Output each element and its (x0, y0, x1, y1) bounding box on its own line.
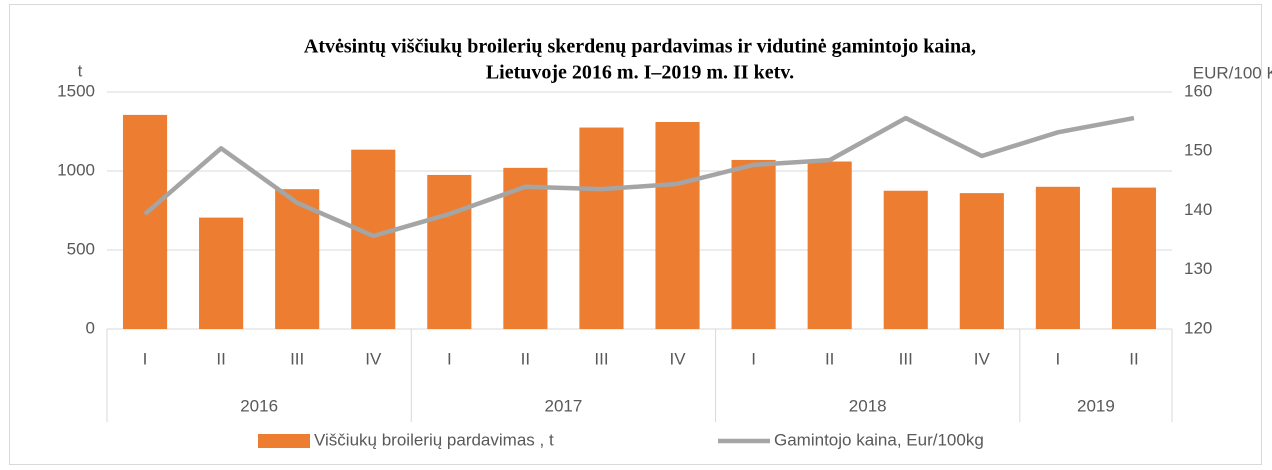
bar (807, 161, 852, 329)
x-group-label: 2018 (849, 396, 887, 415)
y2-tick-label: 120 (1184, 318, 1212, 337)
y2-axis-title: EUR/100 Kg (1193, 63, 1272, 82)
chart-title: Atvėsintų viščiukų broilerių skerdenų pa… (304, 36, 976, 58)
x-group-label: 2017 (545, 396, 583, 415)
x-tick-label: II (825, 349, 834, 368)
y-tick-label: 0 (86, 318, 95, 337)
line (143, 115, 1135, 239)
bar (1111, 187, 1157, 329)
x-tick-label: IV (365, 349, 382, 368)
x-tick-label: IV (670, 349, 687, 368)
legend-swatch (258, 434, 310, 448)
y-tick-label: 1500 (57, 81, 95, 100)
bar (199, 217, 244, 329)
bar (959, 193, 1004, 329)
bar (655, 122, 700, 330)
chart-title: Lietuvoje 2016 m. I–2019 m. II ketv. (486, 62, 794, 84)
bar (883, 190, 928, 329)
bar (351, 149, 396, 329)
x-tick-label: II (1129, 349, 1138, 368)
bar (275, 189, 320, 329)
x-tick-label: I (143, 349, 148, 368)
bar (122, 114, 168, 329)
y2-tick-label: 130 (1184, 259, 1212, 278)
x-tick-label: I (1056, 349, 1061, 368)
y2-tick-label: 140 (1184, 200, 1212, 219)
y-axis-title: t (78, 61, 83, 80)
y-tick-label: 1000 (57, 160, 95, 179)
x-tick-label: III (290, 349, 304, 368)
x-tick-label: I (447, 349, 452, 368)
bar (503, 167, 548, 329)
bar (731, 159, 776, 329)
y2-tick-label: 150 (1184, 141, 1212, 160)
x-tick-label: III (899, 349, 913, 368)
x-tick-label: III (594, 349, 608, 368)
x-tick-label: I (751, 349, 756, 368)
x-tick-label: II (216, 349, 225, 368)
x-group-label: 2019 (1077, 396, 1115, 415)
bar (1035, 186, 1080, 329)
legend-label: Gamintojo kaina, Eur/100kg (774, 430, 984, 449)
x-tick-label: IV (974, 349, 991, 368)
x-group-label: 2016 (240, 396, 278, 415)
legend-label: Viščiukų broilerių pardavimas , t (314, 430, 554, 449)
y2-tick-label: 160 (1184, 81, 1212, 100)
bar (579, 127, 624, 329)
bar (427, 174, 472, 329)
x-tick-label: II (521, 349, 530, 368)
y-tick-label: 500 (67, 239, 95, 258)
